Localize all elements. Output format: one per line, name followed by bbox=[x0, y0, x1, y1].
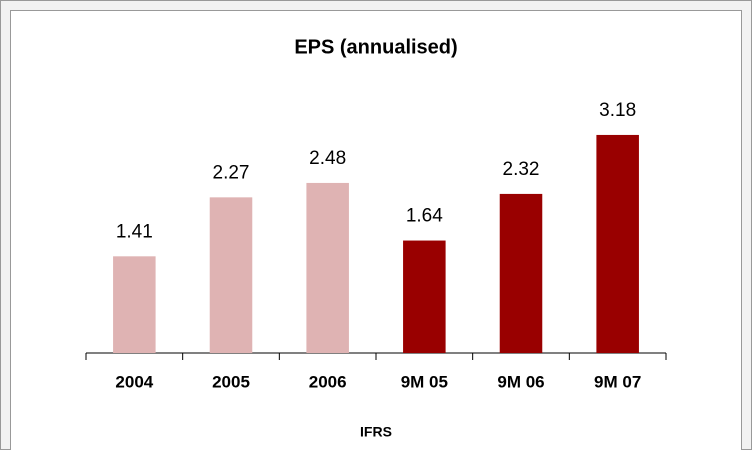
x-tick-label: 2006 bbox=[309, 372, 347, 391]
data-label: 1.64 bbox=[406, 206, 443, 227]
x-tick-label: 9M 05 bbox=[401, 372, 448, 391]
bar bbox=[499, 193, 543, 353]
data-label: 2.48 bbox=[309, 148, 346, 169]
bar bbox=[209, 197, 253, 353]
chart-title: EPS (annualised) bbox=[294, 36, 457, 58]
data-label: 1.41 bbox=[116, 221, 153, 242]
x-tick-label: 2004 bbox=[115, 372, 153, 391]
x-tick-label: 9M 07 bbox=[594, 372, 641, 391]
bar bbox=[403, 240, 446, 353]
bar bbox=[306, 182, 349, 353]
bar bbox=[596, 134, 639, 353]
x-tick-label: 2005 bbox=[212, 372, 250, 391]
x-tick-label: 9M 06 bbox=[497, 372, 544, 391]
data-label: 2.32 bbox=[503, 159, 540, 180]
data-label: 2.27 bbox=[213, 162, 250, 183]
x-axis-label: IFRS bbox=[360, 424, 392, 440]
bar bbox=[113, 256, 156, 353]
data-label: 3.18 bbox=[599, 100, 636, 121]
